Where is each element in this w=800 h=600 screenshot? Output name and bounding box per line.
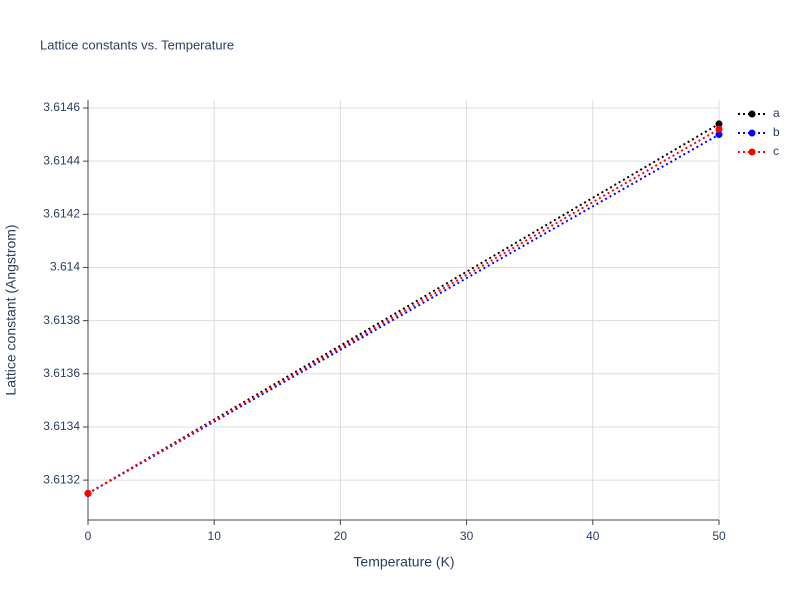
y-tick-label: 3.6134 <box>43 419 80 433</box>
x-tick-label: 30 <box>460 529 474 543</box>
y-tick-label: 3.6136 <box>43 366 80 380</box>
point <box>715 120 723 128</box>
x-tick-label: 20 <box>334 529 348 543</box>
legend-marker <box>748 148 756 156</box>
y-tick-label: 3.6138 <box>43 313 80 327</box>
x-tick-label: 10 <box>208 529 222 543</box>
point <box>715 125 723 133</box>
chart-title: Lattice constants vs. Temperature <box>40 37 234 52</box>
legend-label: a <box>773 106 780 120</box>
x-tick-label: 0 <box>85 529 92 543</box>
legend-label: b <box>773 125 780 139</box>
series-line <box>87 128 720 495</box>
y-tick-label: 3.6132 <box>43 472 80 486</box>
legend-marker <box>748 129 756 137</box>
x-tick-label: 40 <box>586 529 600 543</box>
y-tick-label: 3.6146 <box>43 100 80 114</box>
series-line <box>87 133 720 495</box>
point <box>84 489 92 497</box>
y-tick-label: 3.6144 <box>43 153 80 167</box>
x-axis-label: Temperature (K) <box>353 554 454 570</box>
y-axis-label: Lattice constant (Angstrom) <box>3 224 19 395</box>
x-tick-label: 50 <box>712 529 726 543</box>
legend-marker <box>748 110 756 118</box>
y-tick-label: 3.614 <box>50 260 80 274</box>
legend-label: c <box>773 144 779 158</box>
point <box>715 131 723 139</box>
series-line <box>87 123 720 495</box>
y-tick-label: 3.6142 <box>43 206 80 220</box>
